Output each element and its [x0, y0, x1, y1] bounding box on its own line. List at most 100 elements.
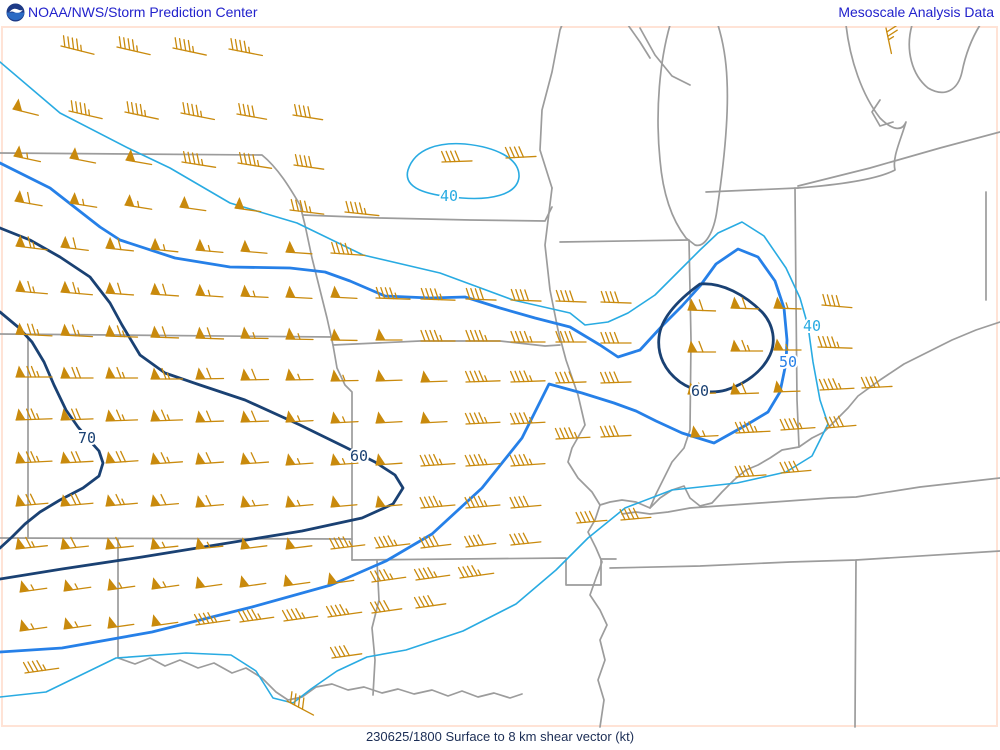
wind-barb [105, 493, 139, 507]
wind-barb [15, 493, 49, 507]
wind-barb [369, 569, 407, 583]
wind-barb [69, 192, 98, 208]
wind-barb [509, 453, 546, 467]
wind-barb [240, 495, 269, 508]
wind-barb [773, 296, 802, 310]
wind-barb [464, 453, 501, 467]
wind-barb [237, 609, 275, 623]
wind-barb [420, 329, 456, 342]
wind-barb [555, 330, 587, 343]
wind-barb [15, 365, 53, 378]
wind-barb [619, 507, 652, 521]
wind-barb [195, 326, 225, 340]
wind-barb [60, 323, 94, 338]
wind-barb [195, 410, 225, 423]
wind-barb [195, 238, 224, 254]
wind-barb [325, 604, 363, 618]
wind-barb [195, 494, 225, 508]
wind-barb [285, 495, 314, 508]
wind-barb [285, 240, 313, 255]
wind-barb [193, 612, 231, 626]
wind-barb [504, 146, 537, 159]
wind-barb [195, 576, 223, 589]
wind-barb [150, 282, 180, 297]
wind-barb [509, 412, 546, 425]
wind-barb [195, 367, 225, 380]
wind-barb [285, 368, 314, 381]
wind-barb [285, 410, 314, 423]
wind-barb [440, 150, 473, 163]
wind-barb [286, 691, 315, 716]
wind-barb [509, 370, 546, 383]
wind-barb [105, 281, 135, 296]
wind-barb [60, 493, 94, 507]
wind-barb [234, 196, 262, 213]
wind-barb [420, 287, 456, 301]
wind-barb [105, 409, 139, 422]
contour-label: 70 [78, 429, 96, 447]
wind-barb [240, 410, 270, 423]
map-frame [1, 26, 998, 727]
wind-barb [69, 147, 97, 164]
wind-barb [105, 236, 134, 252]
wind-barb-field [12, 25, 898, 716]
wind-barb [419, 495, 456, 509]
wind-barb [240, 368, 270, 381]
wind-barb [63, 579, 92, 592]
wind-barb [509, 532, 542, 546]
wind-barb [464, 495, 501, 509]
shear-contours [0, 61, 829, 704]
wind-barb [283, 574, 311, 587]
wind-barb [375, 286, 411, 300]
wind-barb [22, 660, 60, 674]
wind-barb [239, 575, 267, 588]
wind-barb [14, 190, 43, 207]
header-right-title: Mesoscale Analysis Data [838, 4, 994, 20]
wind-barb [330, 285, 358, 300]
wind-barb [124, 194, 153, 210]
wind-barb [150, 537, 179, 550]
wind-barb [420, 411, 448, 424]
wind-barb [240, 326, 269, 340]
wind-barb [60, 35, 95, 55]
wind-barb [181, 150, 217, 168]
contour-label: 60 [691, 382, 709, 400]
wind-barb [240, 284, 269, 299]
wind-barb [151, 614, 179, 627]
wind-barb [554, 371, 587, 384]
wind-barb [105, 366, 139, 379]
wind-barb [150, 493, 180, 507]
wind-barb [860, 376, 893, 389]
wind-barb [773, 380, 801, 393]
wind-barb [240, 452, 270, 465]
wind-barb [420, 370, 448, 383]
wind-barb [60, 408, 94, 421]
wind-barb [369, 600, 403, 614]
wind-barb [179, 195, 207, 212]
header-title: NOAA/NWS/Storm Prediction Center [28, 4, 258, 20]
wind-barb [690, 425, 719, 438]
wind-barb [464, 412, 501, 425]
wind-barb [330, 328, 358, 342]
wind-barb [327, 572, 355, 585]
wind-barb [687, 340, 717, 353]
wind-barb [116, 36, 151, 56]
wind-barb [150, 409, 184, 422]
wind-barb [779, 460, 812, 474]
wind-barb [773, 338, 802, 351]
wind-barb [150, 237, 179, 253]
wind-barb [330, 453, 359, 466]
wind-barb [329, 536, 366, 550]
wind-barb [555, 289, 587, 303]
contour-40-iowa-oval [406, 142, 520, 200]
wind-barb [375, 411, 403, 424]
wind-barb [289, 198, 325, 215]
noaa-logo-icon [6, 3, 25, 22]
wind-barb [172, 37, 207, 56]
wind-barb [824, 415, 857, 429]
wind-barb [13, 145, 42, 163]
wind-barb [375, 328, 403, 341]
contour-40-main [0, 61, 829, 704]
wind-barb [19, 619, 48, 632]
